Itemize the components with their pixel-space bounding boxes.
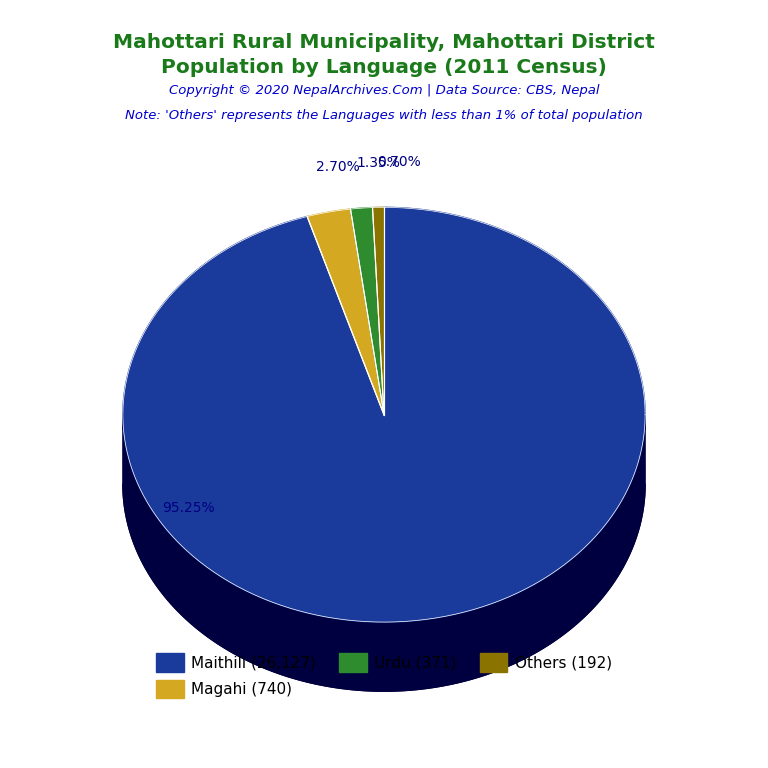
Text: Population by Language (2011 Census): Population by Language (2011 Census): [161, 58, 607, 77]
Polygon shape: [307, 209, 384, 415]
Text: 0.70%: 0.70%: [377, 155, 421, 169]
Text: Mahottari Rural Municipality, Mahottari District: Mahottari Rural Municipality, Mahottari …: [113, 33, 655, 51]
Legend: Maithili (26,127), Magahi (740), Urdu (371), Others (192): Maithili (26,127), Magahi (740), Urdu (3…: [150, 647, 618, 704]
Text: 95.25%: 95.25%: [162, 501, 214, 515]
Text: Copyright © 2020 NepalArchives.Com | Data Source: CBS, Nepal: Copyright © 2020 NepalArchives.Com | Dat…: [169, 84, 599, 97]
Polygon shape: [123, 484, 645, 691]
Text: Note: 'Others' represents the Languages with less than 1% of total population: Note: 'Others' represents the Languages …: [125, 109, 643, 121]
Polygon shape: [123, 207, 645, 622]
Polygon shape: [123, 413, 645, 691]
Polygon shape: [350, 207, 384, 415]
Polygon shape: [372, 207, 384, 415]
Text: 2.70%: 2.70%: [316, 161, 360, 174]
Text: 1.35%: 1.35%: [356, 156, 400, 170]
